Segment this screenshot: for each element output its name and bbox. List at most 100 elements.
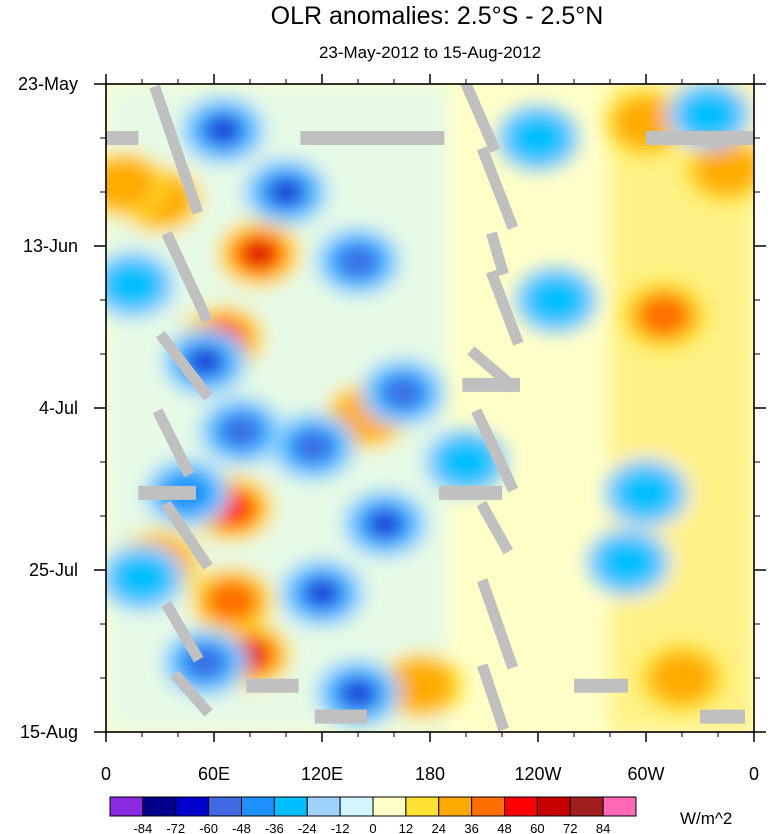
anomaly-feature-7 xyxy=(639,295,689,336)
colorbar-box-0 xyxy=(109,796,144,817)
y-tick-label-2: 4-Jul xyxy=(39,398,78,418)
x-tick-label-1: 60E xyxy=(198,764,230,784)
missing-segment-0 xyxy=(106,131,139,145)
chart-title: OLR anomalies: 2.5°S - 2.5°N xyxy=(271,2,604,30)
anomaly-feature-31 xyxy=(109,551,175,604)
colorbar-box-15 xyxy=(602,796,637,817)
missing-swath-10 xyxy=(485,269,524,346)
x-tick-label-3: 180 xyxy=(415,764,445,784)
colorbar-label-13: 72 xyxy=(563,821,577,834)
anomaly-feature-26 xyxy=(433,436,499,488)
anomaly-feature-33 xyxy=(676,88,742,141)
x-tick-label-4: 120W xyxy=(514,764,561,784)
colorbar-box-8 xyxy=(372,796,407,817)
missing-swath-1 xyxy=(161,230,213,323)
anomaly-feature-16 xyxy=(339,246,377,277)
missing-segment-2 xyxy=(646,131,754,145)
colorbar-label-8: 12 xyxy=(399,821,413,834)
colorbar-label-1: -72 xyxy=(166,821,185,834)
missing-swath-3 xyxy=(152,408,195,478)
y-tick-label-1: 13-Jun xyxy=(23,236,78,256)
missing-swath-4 xyxy=(161,500,213,570)
colorbar-box-14 xyxy=(569,796,604,817)
anomaly-feature-28 xyxy=(595,536,661,589)
missing-segment-8 xyxy=(314,709,367,724)
anomaly-feature-17 xyxy=(192,351,218,372)
missing-swath-6 xyxy=(170,670,213,717)
missing-swath-11 xyxy=(467,346,519,393)
colorbar-label-14: 84 xyxy=(596,821,610,834)
colorbar-box-13 xyxy=(536,796,571,817)
anomaly-field xyxy=(106,84,754,732)
anomaly-feature-12 xyxy=(106,158,157,211)
x-axis: 0 60E 120E 180 120W 60W 0 xyxy=(101,74,759,784)
colorbar-box-6 xyxy=(306,796,341,817)
anomaly-feature-14 xyxy=(210,120,236,141)
anomaly-feature-15 xyxy=(273,182,299,202)
missing-swath-2 xyxy=(155,330,213,401)
x-tick-label-0: 0 xyxy=(101,764,111,784)
missing-swath-14 xyxy=(476,578,519,670)
missing-swath-15 xyxy=(477,663,509,732)
anomaly-feature-20 xyxy=(384,377,422,408)
y-axis: 23-May 13-Jun 4-Jul 25-Jul 15-Aug xyxy=(18,74,766,742)
anomaly-feature-32 xyxy=(505,112,571,164)
anomaly-feature-10 xyxy=(649,652,715,704)
chart-subtitle: 23-May-2012 to 15-Aug-2012 xyxy=(319,43,541,62)
missing-segment-7 xyxy=(574,678,628,693)
colorbar-box-4 xyxy=(241,796,275,817)
anomaly-feature-19 xyxy=(294,431,332,462)
missing-segment-1 xyxy=(300,131,445,145)
colorbar-label-6: -12 xyxy=(331,821,350,834)
missing-swath-8 xyxy=(476,146,519,230)
missing-swath-5 xyxy=(161,601,204,663)
anomaly-feature-9 xyxy=(694,142,754,195)
colorbar: -84 -72 -60 -48 -36 -24 -12 0 12 24 36 48 60 72 84 W/m^… xyxy=(109,796,732,834)
missing-segment-6 xyxy=(246,678,299,693)
anomaly-feature-11 xyxy=(388,659,454,712)
missing-segment-4 xyxy=(138,485,196,500)
anomaly-feature-27 xyxy=(613,466,679,519)
colorbar-box-9 xyxy=(405,796,440,817)
colorbar-label-5: -24 xyxy=(298,821,317,834)
colorbar-label-9: 24 xyxy=(432,821,446,834)
colorbar-label-12: 60 xyxy=(530,821,544,834)
colorbar-label-3: -48 xyxy=(232,821,251,834)
missing-swath-0 xyxy=(149,84,203,215)
anomaly-contours xyxy=(106,84,754,732)
x-tick-label-6: 0 xyxy=(749,764,759,784)
colorbar-label-0: -84 xyxy=(133,821,152,834)
colorbar-label-10: 36 xyxy=(464,821,478,834)
plot-area xyxy=(106,84,754,732)
colorbar-label-2: -60 xyxy=(199,821,218,834)
missing-data-layer xyxy=(106,84,754,732)
colorbar-box-12 xyxy=(504,796,538,817)
missing-swath-12 xyxy=(471,408,519,493)
anomaly-feature-23 xyxy=(345,683,371,704)
colorbar-box-3 xyxy=(208,796,242,817)
anomaly-feature-0 xyxy=(246,243,272,264)
colorbar-box-11 xyxy=(471,796,505,817)
anomaly-feature-21 xyxy=(372,513,398,534)
colorbar-box-1 xyxy=(142,796,177,817)
anomaly-feature-29 xyxy=(523,274,589,326)
x-tick-label-2: 120E xyxy=(301,764,343,784)
missing-swath-7 xyxy=(459,84,501,153)
anomaly-feature-30 xyxy=(106,258,166,311)
missing-swath-13 xyxy=(476,500,514,555)
y-tick-label-3: 25-Jul xyxy=(29,560,78,580)
colorbar-box-7 xyxy=(339,796,374,817)
anomaly-feature-22 xyxy=(309,583,335,604)
colorbar-box-2 xyxy=(175,796,210,817)
missing-segment-9 xyxy=(700,709,745,724)
colorbar-units: W/m^2 xyxy=(680,809,732,828)
missing-swath-9 xyxy=(486,231,509,276)
y-tick-label-4: 15-Aug xyxy=(20,722,78,742)
x-tick-label-5: 60W xyxy=(627,764,664,784)
colorbar-label-11: 48 xyxy=(497,821,511,834)
colorbar-label-7: 0 xyxy=(369,821,376,834)
anomaly-feature-5 xyxy=(207,580,257,621)
colorbar-box-10 xyxy=(438,796,473,817)
colorbar-label-4: -36 xyxy=(265,821,284,834)
